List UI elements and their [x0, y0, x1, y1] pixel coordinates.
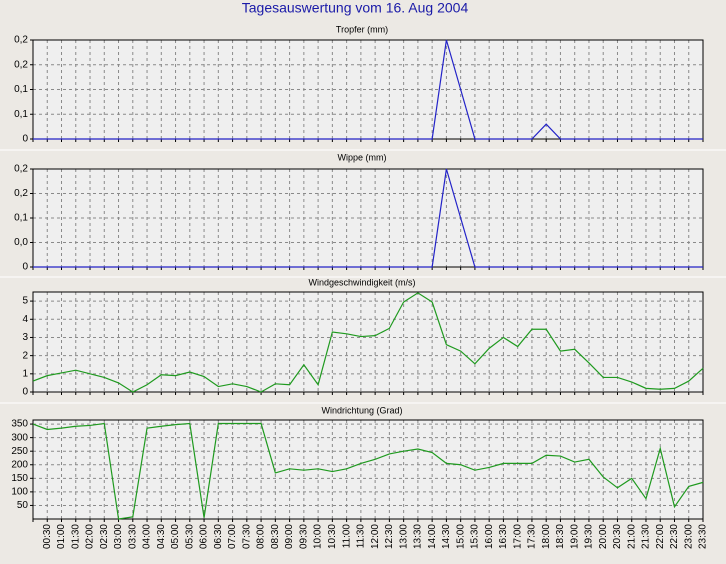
x-tick-label: 05:30 [184, 524, 195, 549]
x-tick-label: 10:30 [327, 524, 338, 549]
x-tick-label: 14:00 [427, 524, 438, 549]
x-tick-label: 09:00 [284, 524, 295, 549]
y-tick-label: 1 [22, 368, 28, 379]
x-tick-label: 06:30 [213, 524, 224, 549]
plot-border [32, 419, 704, 520]
x-tick-label: 15:30 [470, 524, 481, 549]
chart-title: Windrichtung (Grad) [321, 405, 402, 415]
x-tick-label: 05:00 [170, 524, 181, 549]
y-tick-label: 350 [11, 419, 28, 430]
x-tick-label: 03:00 [113, 524, 124, 549]
chart-title: Tropfer (mm) [336, 24, 388, 34]
chart-title: Wippe (mm) [338, 152, 387, 162]
y-tick-label: 0,1 [14, 84, 28, 95]
y-tick-label: 250 [11, 446, 28, 457]
x-tick-label: 14:30 [441, 524, 452, 549]
x-tick-label: 08:00 [256, 524, 267, 549]
data-line [33, 39, 703, 140]
x-tick-label: 02:30 [99, 524, 110, 549]
y-tick-label: 0,2 [14, 188, 28, 199]
x-tick-label: 07:30 [241, 524, 252, 549]
y-tick-label: 0,2 [14, 164, 28, 175]
page-title: Tagesauswertung vom 16. Aug 2004 [242, 0, 469, 16]
y-tick-label: 0 [22, 134, 28, 145]
x-tick-label: 20:30 [612, 524, 623, 549]
x-tick-label: 22:00 [655, 524, 666, 549]
x-tick-label: 19:00 [569, 524, 580, 549]
x-tick-label: 20:00 [598, 524, 609, 549]
y-tick-label: 0 [22, 262, 28, 273]
x-tick-label: 17:30 [527, 524, 538, 549]
y-tick-label: 3 [22, 332, 28, 343]
x-tick-label: 10:00 [313, 524, 324, 549]
y-tick-label: 0,1 [14, 213, 28, 224]
x-tick-label: 18:30 [555, 524, 566, 549]
y-tick-label: 100 [11, 487, 28, 498]
x-tick-label: 15:00 [455, 524, 466, 549]
chart-title: Windgeschwindigkeit (m/s) [308, 277, 415, 287]
plot-area [33, 292, 703, 392]
plot-area [33, 169, 703, 267]
plot-area [33, 420, 703, 519]
y-tick-label: 50 [17, 500, 29, 511]
data-line [33, 168, 703, 268]
x-tick-label: 22:30 [669, 524, 680, 549]
y-tick-label: 4 [22, 314, 28, 325]
y-tick-label: 0,2 [14, 35, 28, 46]
y-tick-label: 2 [22, 350, 28, 361]
data-line [32, 422, 704, 520]
x-tick-label: 12:00 [370, 524, 381, 549]
x-tick-label: 21:30 [641, 524, 652, 549]
x-tick-label: 04:00 [142, 524, 153, 549]
x-tick-label: 13:00 [398, 524, 409, 549]
x-tick-label: 07:00 [227, 524, 238, 549]
y-tick-label: 300 [11, 432, 28, 443]
x-tick-label: 21:00 [626, 524, 637, 549]
y-tick-label: 0,0 [14, 237, 28, 248]
x-tick-label: 17:00 [512, 524, 523, 549]
plot-area [33, 40, 703, 139]
y-tick-label: 0 [22, 387, 28, 398]
x-tick-label: 01:30 [70, 524, 81, 549]
x-tick-label: 04:30 [156, 524, 167, 549]
x-tick-label: 23:00 [683, 524, 694, 549]
x-tick-label: 12:30 [384, 524, 395, 549]
x-tick-label: 09:30 [298, 524, 309, 549]
plot-border [32, 291, 704, 393]
y-tick-label: 5 [22, 296, 28, 307]
x-tick-label: 11:30 [356, 524, 367, 549]
x-tick-label: 08:30 [270, 524, 281, 549]
x-tick-label: 16:30 [498, 524, 509, 549]
x-tick-label: 16:00 [484, 524, 495, 549]
data-line [32, 292, 704, 393]
x-tick-label: 18:00 [541, 524, 552, 549]
x-tick-label: 03:30 [127, 524, 138, 549]
x-tick-label: 23:30 [698, 524, 709, 549]
x-tick-label: 11:00 [341, 524, 352, 549]
y-tick-label: 150 [11, 473, 28, 484]
x-tick-label: 19:30 [584, 524, 595, 549]
x-tick-label: 01:00 [56, 524, 67, 549]
x-tick-label: 13:30 [413, 524, 424, 549]
x-tick-label: 00:30 [42, 524, 53, 549]
y-tick-label: 200 [11, 459, 28, 470]
x-tick-label: 02:00 [85, 524, 96, 549]
y-tick-label: 0,1 [14, 109, 28, 120]
x-tick-label: 06:00 [199, 524, 210, 549]
y-tick-label: 0,2 [14, 59, 28, 70]
